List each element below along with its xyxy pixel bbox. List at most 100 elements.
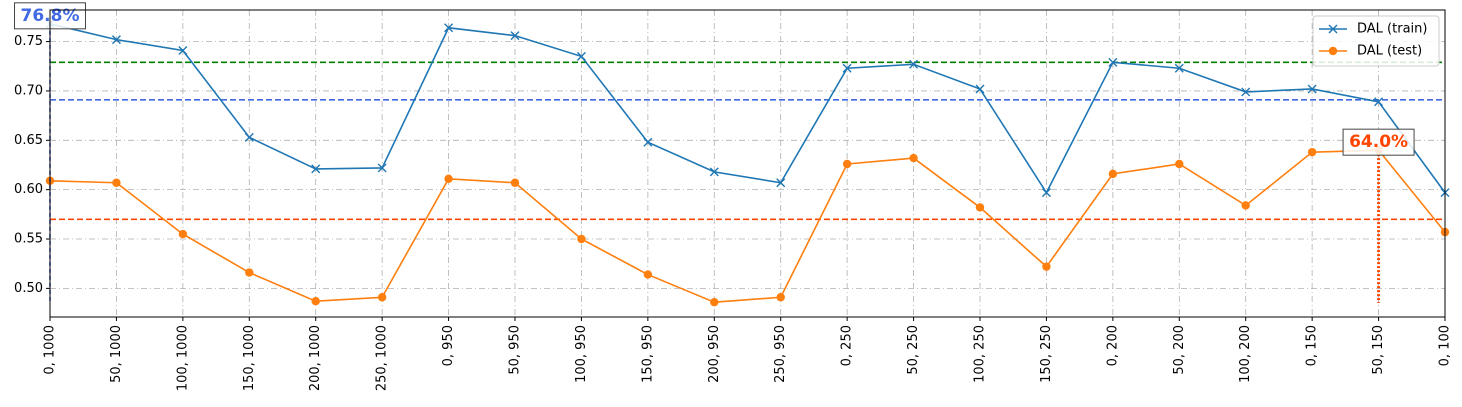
legend-label: DAL (train): [1357, 22, 1427, 37]
x-tick-label: 100, 250: [973, 325, 988, 383]
x-tick-label: 100, 1000: [175, 325, 190, 391]
marker-stroke: [1174, 63, 1184, 73]
data-point: [244, 132, 254, 142]
axes: 0, 1000 50, 1000 100, 1000 150, 1000 200, 10…: [14, 34, 1452, 391]
data-point: [842, 63, 852, 73]
marker-stroke: [776, 178, 786, 188]
reference-lines: [50, 61, 1445, 221]
series-line: [49, 149, 1446, 304]
data-point: [909, 153, 918, 163]
marker-stroke: [1041, 188, 1051, 198]
grid: [49, 10, 1446, 317]
data-point: [643, 270, 653, 279]
data-point: [1108, 169, 1118, 179]
marker-stroke: [1241, 87, 1251, 97]
data-point: [1108, 57, 1118, 67]
y-tick-label: 0.50: [14, 281, 43, 296]
marker-stroke: [842, 63, 852, 73]
data-point: [1241, 201, 1250, 210]
legend-label: DAL (test): [1357, 44, 1422, 59]
data-point: [1307, 147, 1317, 157]
data-point: [1241, 87, 1251, 97]
y-tick-label: 0.75: [14, 34, 43, 49]
data-point: [975, 203, 985, 212]
data-point: [975, 84, 985, 94]
marker-stroke: [377, 163, 387, 173]
data-point: [178, 45, 188, 55]
annotation-text: 64.0%: [1349, 132, 1408, 152]
data-point: [510, 178, 520, 187]
x-tick-label: 0, 200: [1105, 325, 1120, 366]
marker-stroke: [1374, 97, 1384, 107]
x-tick-label: 0, 950: [441, 325, 456, 366]
plot-frame: [49, 9, 1446, 318]
x-tick-label: 150, 950: [640, 325, 655, 383]
data-point: [1307, 84, 1317, 94]
data-point: [776, 178, 786, 188]
marker-stroke: [244, 132, 254, 142]
x-tick-label: 50, 150: [1371, 325, 1386, 375]
data-point: [643, 137, 653, 147]
x-tick-label: 250, 950: [773, 325, 788, 383]
data-point: [444, 23, 454, 33]
x-tick-label: 0, 250: [840, 325, 855, 366]
data-point: [1174, 63, 1184, 73]
x-tick-label: 50, 250: [906, 325, 921, 375]
marker-stroke: [1328, 24, 1338, 34]
marker-stroke: [1307, 84, 1317, 94]
marker-stroke: [709, 167, 719, 177]
marker-stroke: [444, 23, 454, 33]
y-tick-label: 0.70: [14, 83, 43, 98]
marker-stroke: [576, 51, 586, 61]
series-line: [49, 23, 1446, 195]
data-point: [510, 31, 520, 41]
y-tick-label: 0.60: [14, 182, 43, 197]
data-point: [111, 35, 121, 45]
marker-stroke: [975, 84, 985, 94]
marker-stroke: [178, 45, 188, 55]
legend-marker: [1328, 24, 1338, 34]
marker-stroke: [1108, 57, 1118, 67]
x-tick-label: 100, 950: [574, 325, 589, 383]
x-tick-label: 0, 100: [1438, 325, 1453, 366]
data-point: [1041, 188, 1051, 198]
data-point: [577, 234, 586, 244]
x-tick-label: 50, 950: [508, 325, 523, 375]
data-point: [377, 293, 387, 302]
x-tick-label: 100, 200: [1238, 325, 1253, 383]
data-point: [311, 164, 321, 174]
marker-stroke: [510, 31, 520, 41]
x-tick-label: 150, 250: [1039, 325, 1054, 383]
data-point: [178, 229, 188, 239]
data-point: [311, 297, 320, 306]
marker-stroke: [311, 164, 321, 174]
x-tick-label: 50, 1000: [109, 325, 124, 383]
data-point: [776, 293, 785, 302]
x-tick-label: 0, 150: [1305, 325, 1320, 366]
annotation-box: [1342, 128, 1415, 156]
data-point: [377, 163, 387, 173]
data-point: [1042, 262, 1051, 271]
data-point: [710, 297, 719, 307]
data-point: [576, 51, 586, 61]
x-tick-label: 150, 1000: [242, 325, 257, 391]
data-point: [245, 268, 254, 277]
marker-stroke: [111, 35, 121, 45]
x-tick-label: 200, 1000: [308, 325, 323, 391]
x-tick-label: 200, 950: [707, 325, 722, 383]
y-tick-label: 0.65: [14, 133, 43, 148]
data-point: [842, 159, 852, 169]
legend-marker: [1328, 46, 1338, 56]
data-point: [112, 178, 121, 187]
marker-stroke: [643, 137, 653, 147]
annotation-label: 64.0%: [1342, 128, 1415, 156]
y-tick-label: 0.55: [14, 232, 43, 247]
marker-stroke: [909, 59, 919, 69]
data-point: [709, 167, 719, 177]
data-point: [1175, 159, 1184, 169]
x-tick-label: 250, 1000: [375, 325, 390, 391]
data-point: [909, 59, 919, 69]
data-point: [444, 174, 453, 184]
legend: DAL (train) DAL (test): [1312, 15, 1440, 67]
